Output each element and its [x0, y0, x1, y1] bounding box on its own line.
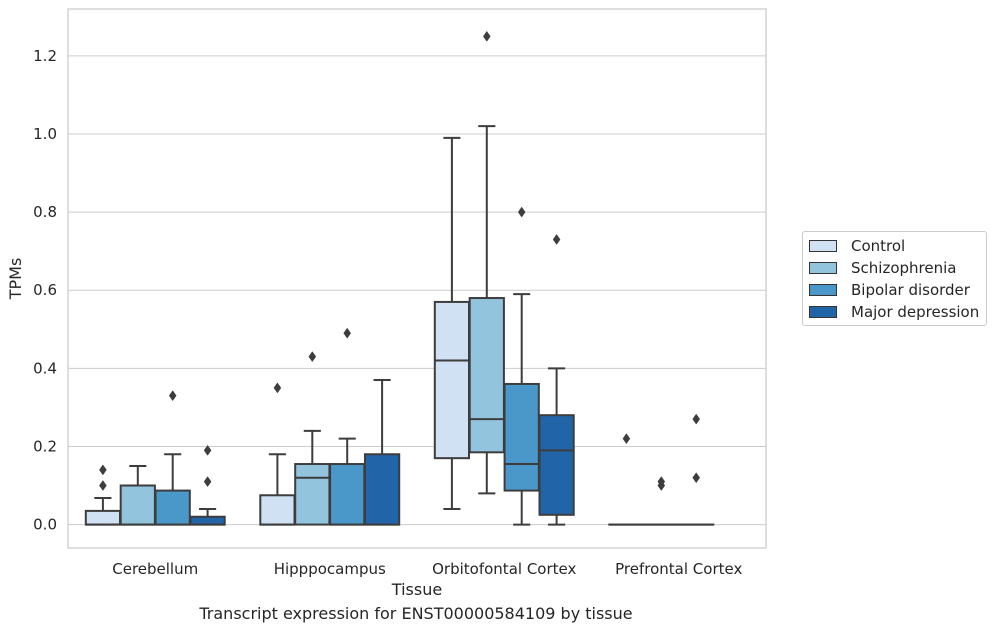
y-tick-label: 0.8: [33, 203, 57, 221]
legend-label-major-depression: Major depression: [851, 303, 980, 321]
box: [259, 494, 296, 526]
outlier-point: [99, 464, 107, 476]
outlier-point: [692, 472, 701, 484]
outlier-point: [343, 327, 352, 339]
legend-item-bipolar-disorder: Bipolar disorder: [809, 280, 970, 300]
outlier-point: [622, 433, 631, 445]
legend-swatch-control: [809, 240, 837, 252]
outlier-point: [552, 234, 561, 245]
box: [363, 453, 401, 526]
outlier-point: [657, 476, 666, 488]
outlier-point: [308, 351, 317, 363]
plot-frame: [67, 8, 767, 549]
legend-label-schizophrenia: Schizophrenia: [851, 259, 957, 277]
x-tick-label: Orbitofontal Cortex: [432, 560, 576, 578]
y-tick-label: 1.2: [33, 47, 57, 65]
x-tick-label: Cerebellum: [112, 560, 198, 578]
y-tick-label: 0.4: [33, 359, 57, 377]
x-tick-label: Prefrontal Cortex: [615, 560, 742, 578]
x-axis-label: Tissue: [391, 580, 442, 599]
legend-item-control: Control: [809, 236, 905, 256]
chart-caption: Transcript expression for ENST0000058410…: [199, 604, 633, 623]
box: [84, 509, 122, 526]
outlier-point: [99, 480, 107, 491]
box: [189, 515, 226, 526]
y-axis-label: TPMs: [6, 258, 25, 301]
legend-swatch-bipolar-disorder: [809, 284, 837, 296]
legend-item-schizophrenia: Schizophrenia: [809, 258, 956, 278]
legend: Control Schizophrenia Bipolar disorder M…: [802, 231, 987, 326]
y-tick-label: 0.6: [33, 281, 57, 299]
box: [119, 484, 156, 526]
outlier-point: [692, 413, 701, 425]
x-tick-label: Hipppocampus: [274, 560, 386, 578]
outlier-point: [273, 382, 282, 394]
box: [538, 414, 575, 516]
box: [329, 463, 366, 526]
legend-item-major-depression: Major depression: [809, 302, 979, 322]
box: [503, 382, 540, 492]
y-tick-label: 0.0: [33, 516, 57, 534]
outlier-point: [482, 30, 491, 42]
box: [154, 489, 191, 526]
box: [433, 300, 471, 460]
box: [294, 463, 331, 526]
outlier-point: [203, 444, 212, 456]
outlier-point: [517, 206, 526, 218]
legend-swatch-schizophrenia: [809, 262, 837, 274]
legend-label-control: Control: [851, 237, 906, 255]
legend-label-bipolar-disorder: Bipolar disorder: [851, 281, 970, 299]
y-tick-label: 0.2: [33, 437, 57, 455]
y-tick-label: 1.0: [33, 125, 57, 143]
legend-swatch-major-depression: [809, 306, 837, 318]
outlier-point: [203, 476, 212, 488]
outlier-point: [168, 390, 177, 402]
box: [468, 297, 505, 454]
